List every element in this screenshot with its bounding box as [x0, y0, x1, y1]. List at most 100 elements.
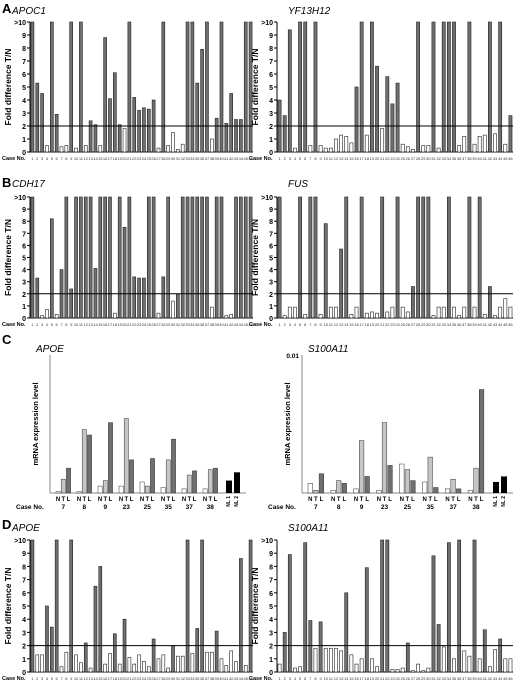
- bar-case-29: [421, 196, 426, 319]
- bar-case-17: [108, 653, 112, 673]
- bar-case-10: [323, 147, 328, 153]
- bar-case-31: [176, 149, 180, 153]
- x-tick-label: 18: [113, 156, 118, 161]
- bar-case-28: [161, 654, 166, 673]
- bar-case-22: [385, 539, 390, 673]
- x-tick-label: 44: [239, 676, 244, 680]
- case-no-label: Case No.: [2, 322, 26, 328]
- bar-case-6: [54, 114, 59, 153]
- x-tick-label: 38: [467, 322, 472, 327]
- bar-case-20: [122, 128, 127, 153]
- bar-case-5: [50, 21, 54, 153]
- x-tick-label: 15: [98, 676, 103, 680]
- x-tick-label: 10: [74, 322, 79, 327]
- y-tick-label: 5: [22, 85, 26, 92]
- y-tick-label: 7: [269, 578, 273, 585]
- x-tick-label: 30: [426, 156, 431, 161]
- sub-label: N: [98, 497, 102, 503]
- bar-case-5: [298, 666, 302, 673]
- x-tick-label: 46: [508, 322, 513, 327]
- x-tick-label: 2: [36, 322, 39, 327]
- x-tick-label: 35: [452, 156, 457, 161]
- bar-case-26: [405, 642, 410, 673]
- x-tick-label: 28: [416, 156, 421, 161]
- bar-case-18: [113, 312, 117, 319]
- bar-case-19: [370, 658, 374, 673]
- bar-L-case-35: [433, 487, 439, 494]
- bar-case-27: [411, 149, 415, 153]
- x-tick-label: 39: [472, 676, 477, 680]
- x-tick-label: 29: [166, 156, 171, 161]
- bar-case-32: [436, 147, 441, 153]
- x-tick-label: 42: [229, 322, 234, 327]
- bar-case-23: [137, 110, 141, 153]
- bar-case-34: [446, 196, 451, 319]
- group-label: 37: [449, 504, 457, 511]
- x-tick-label: 38: [467, 676, 472, 680]
- x-tick-label: 18: [113, 322, 118, 327]
- bar-case-34: [446, 21, 451, 153]
- x-tick-label: 43: [234, 322, 239, 327]
- bar-case-45: [243, 21, 248, 153]
- x-tick-label: 29: [166, 322, 171, 327]
- bar-case-3: [40, 93, 44, 153]
- x-tick-label: 30: [171, 676, 176, 680]
- x-tick-label: 41: [483, 676, 488, 680]
- y-tick-label: 1: [269, 657, 273, 664]
- bar-T-case-7: [313, 489, 319, 494]
- bar-case-22: [132, 97, 137, 153]
- x-tick-label: 23: [390, 322, 395, 327]
- sub-label: N: [354, 497, 358, 503]
- bar-case-44: [239, 119, 243, 153]
- x-tick-label: 15: [349, 156, 354, 161]
- x-tick-label: 16: [103, 322, 108, 327]
- bar-N-case-8: [330, 489, 336, 494]
- bar-case-14: [344, 136, 349, 153]
- x-tick-label: 27: [156, 156, 161, 161]
- bar-case-1: [30, 539, 35, 673]
- panel-letter: A: [2, 1, 12, 16]
- case-no-label: Case No.: [249, 322, 273, 328]
- bar-T-case-9: [359, 440, 365, 494]
- y-tick-label: 9: [269, 551, 273, 558]
- x-tick-label: 5: [299, 156, 302, 161]
- bar-case-25: [146, 108, 151, 153]
- panel-letter: C: [2, 332, 12, 347]
- y-tick-label: 9: [269, 33, 273, 40]
- bar-case-9: [69, 539, 74, 673]
- bar-case-18: [364, 312, 369, 319]
- bar-case-27: [411, 670, 415, 673]
- bar-case-37: [462, 650, 467, 673]
- bar-case-5: [50, 626, 54, 673]
- bar-case-40: [477, 196, 482, 319]
- x-tick-label: 9: [70, 322, 73, 327]
- group-label: 37: [186, 504, 194, 511]
- sub-label: N: [119, 497, 123, 503]
- y-tick-label: 4: [22, 268, 26, 275]
- bar-L-case-9: [108, 422, 113, 494]
- bar-case-4: [293, 147, 297, 153]
- bar-case-45: [243, 665, 248, 673]
- bar-case-42: [229, 650, 233, 673]
- x-tick-label: 16: [354, 322, 359, 327]
- x-tick-label: 11: [329, 676, 334, 680]
- y-tick-label: 9: [22, 207, 26, 214]
- x-tick-label: 16: [354, 676, 359, 680]
- x-tick-label: 40: [219, 156, 224, 161]
- bar-case-15: [98, 566, 103, 673]
- bar-case-25: [400, 667, 405, 673]
- x-tick-label: 20: [122, 156, 127, 161]
- sub-label: L: [193, 497, 197, 503]
- x-tick-label: 20: [375, 322, 380, 327]
- bar-case-12: [334, 647, 338, 673]
- bar-case-21: [380, 196, 385, 319]
- x-tick-label: 8: [65, 676, 68, 680]
- bar-case-9: [318, 314, 323, 319]
- sub-label: N: [445, 497, 449, 503]
- bar-case-33: [441, 21, 446, 153]
- sub-label: T: [406, 497, 410, 503]
- bar-case-46: [508, 306, 513, 319]
- x-tick-label: 27: [156, 322, 161, 327]
- x-tick-label: 22: [132, 156, 137, 161]
